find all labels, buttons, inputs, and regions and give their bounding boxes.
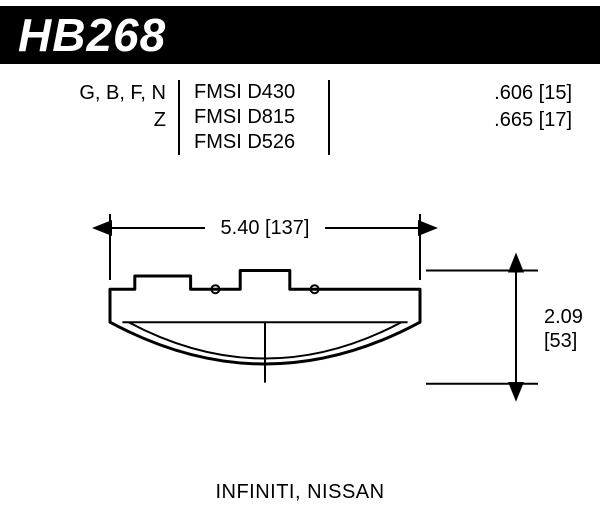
compound-line: Z bbox=[0, 107, 166, 134]
fmsi-line: FMSI D526 bbox=[194, 130, 316, 155]
part-number: HB268 bbox=[18, 8, 166, 62]
thickness-values: .606 [15] .665 [17] bbox=[330, 80, 600, 155]
svg-text:[53]: [53] bbox=[544, 330, 577, 352]
compound-line: G, B, F, N bbox=[0, 80, 166, 107]
fmsi-line: FMSI D815 bbox=[194, 105, 316, 130]
header-bar: HB268 bbox=[0, 6, 600, 64]
thickness-line: .665 [17] bbox=[350, 107, 572, 134]
fmsi-codes: FMSI D430 FMSI D815 FMSI D526 bbox=[180, 80, 330, 155]
svg-text:2.09: 2.09 bbox=[544, 306, 583, 328]
spec-row: G, B, F, N Z FMSI D430 FMSI D815 FMSI D5… bbox=[0, 80, 600, 155]
brake-pad-diagram: 5.40 [137] 2.09[53] bbox=[0, 200, 600, 460]
fmsi-line: FMSI D430 bbox=[194, 80, 316, 105]
vehicle-makes: INFINITI, NISSAN bbox=[0, 481, 600, 504]
thickness-line: .606 [15] bbox=[350, 80, 572, 107]
svg-text:5.40 [137]: 5.40 [137] bbox=[221, 217, 310, 239]
page: HB268 G, B, F, N Z FMSI D430 FMSI D815 F… bbox=[0, 0, 600, 518]
compound-codes: G, B, F, N Z bbox=[0, 80, 180, 155]
diagram-svg: 5.40 [137] 2.09[53] bbox=[0, 200, 600, 460]
